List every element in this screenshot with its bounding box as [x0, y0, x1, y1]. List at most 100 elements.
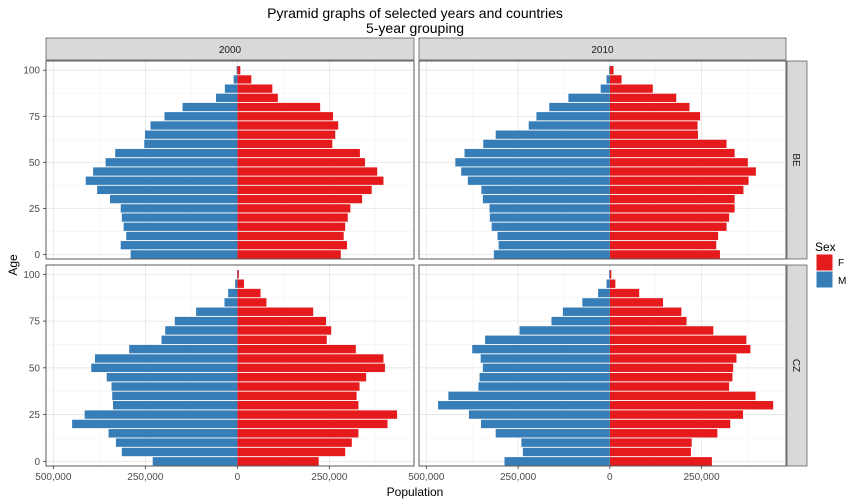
- bar-m-age-55: [464, 148, 610, 158]
- bar-f-age-10: [609, 438, 692, 447]
- y-tick-label: 75: [29, 112, 41, 123]
- bar-m-age-65: [144, 130, 238, 139]
- bar-f-age-35: [609, 185, 744, 195]
- legend-label-f: F: [838, 258, 844, 269]
- y-tick-label: 50: [29, 363, 41, 374]
- bar-f-age-80: [237, 307, 314, 316]
- bar-f-age-20: [609, 213, 730, 222]
- y-tick-label: 25: [29, 204, 41, 215]
- bar-m-age-45: [106, 372, 238, 382]
- chart-title: Pyramid graphs of selected years and cou…: [267, 5, 563, 21]
- bar-m-age-15: [495, 429, 610, 438]
- bar-m-age-100: [236, 66, 238, 75]
- y-tick-label: 0: [34, 250, 40, 261]
- bar-m-age-50: [105, 158, 238, 167]
- bar-m-age-75: [164, 112, 238, 121]
- bar-m-age-20: [121, 213, 238, 222]
- chart-panels: 2000 2010 BE CZ 0 25 50 75 100 0 25 50 75 100 500,000 2…: [23, 37, 808, 483]
- bar-f-age-10: [609, 231, 719, 241]
- bar-f-age-85: [237, 93, 278, 102]
- panel-BE-2010: [418, 60, 787, 260]
- bar-f-age-95: [609, 279, 616, 288]
- bar-f-age-80: [609, 102, 690, 112]
- bar-m-age-95: [606, 279, 610, 288]
- facet-strip-BE: [786, 60, 808, 260]
- bar-f-age-80: [609, 307, 682, 316]
- bar-f-age-25: [237, 410, 398, 419]
- bar-f-age-5: [237, 241, 348, 250]
- bar-f-age-30: [237, 401, 359, 410]
- bar-f-age-95: [609, 75, 622, 84]
- bar-f-age-75: [237, 316, 327, 326]
- bar-m-age-90: [600, 84, 610, 93]
- bar-f-age-75: [609, 316, 687, 326]
- bar-f-age-40: [237, 176, 384, 185]
- bar-f-age-45: [609, 372, 733, 382]
- bar-m-age-20: [489, 213, 610, 222]
- bar-f-age-30: [237, 194, 363, 204]
- legend-label-m: M: [838, 276, 846, 287]
- x-axis-label: Population: [387, 485, 444, 499]
- x-tick-label: 250,000: [500, 472, 537, 483]
- bar-f-age-50: [609, 158, 748, 167]
- bar-m-age-50: [455, 158, 610, 167]
- bar-f-age-100: [609, 66, 614, 75]
- bar-m-age-100: [609, 66, 610, 75]
- bar-f-age-55: [237, 148, 360, 158]
- bar-f-age-65: [237, 335, 327, 344]
- bar-m-age-10: [115, 438, 238, 447]
- bar-m-age-95: [235, 279, 238, 288]
- bar-f-age-50: [609, 363, 734, 373]
- bar-f-age-90: [609, 84, 653, 93]
- bar-f-age-50: [237, 363, 385, 373]
- bar-m-age-30: [112, 401, 238, 410]
- bar-m-age-20: [481, 419, 610, 429]
- bar-m-age-60: [472, 344, 610, 354]
- bar-f-age-65: [237, 130, 336, 139]
- bar-f-age-5: [237, 447, 346, 457]
- bar-m-age-50: [91, 363, 238, 373]
- bar-m-age-90: [228, 288, 238, 298]
- bar-f-age-70: [609, 121, 698, 130]
- bar-f-age-5: [609, 447, 691, 457]
- bar-m-age-65: [495, 130, 610, 139]
- bar-f-age-40: [609, 176, 749, 185]
- bar-f-age-100: [609, 270, 612, 279]
- y-tick-label: 25: [29, 410, 41, 421]
- bar-m-age-35: [97, 185, 238, 195]
- bar-m-age-45: [479, 372, 610, 382]
- bar-m-age-10: [521, 438, 610, 447]
- bar-f-age-10: [237, 438, 352, 447]
- bar-f-age-55: [237, 354, 384, 363]
- bar-m-age-5: [522, 447, 610, 457]
- facet-strip-label-BE: BE: [790, 153, 801, 167]
- bar-m-age-95: [606, 75, 610, 84]
- bar-f-age-15: [237, 429, 359, 438]
- bar-m-age-80: [549, 102, 610, 112]
- bar-f-age-60: [609, 344, 751, 354]
- bar-m-age-40: [478, 382, 610, 391]
- bar-f-age-45: [609, 167, 756, 176]
- x-tick-label: 250,000: [684, 472, 721, 483]
- bar-f-age-25: [609, 410, 744, 419]
- bar-m-age-45: [93, 167, 238, 176]
- bar-m-age-85: [216, 93, 238, 102]
- bar-m-age-25: [489, 204, 610, 213]
- legend-key-f: [815, 253, 834, 272]
- bar-m-age-70: [519, 326, 610, 335]
- facet-strip-2000: [45, 37, 415, 61]
- bar-f-age-85: [609, 93, 677, 102]
- bar-f-age-55: [609, 354, 737, 363]
- bar-f-age-55: [609, 148, 735, 158]
- bar-f-age-80: [237, 102, 321, 112]
- bar-m-age-45: [461, 167, 610, 176]
- bar-f-age-0: [609, 250, 720, 259]
- bar-m-age-75: [536, 112, 610, 121]
- bar-m-age-85: [582, 298, 610, 307]
- facet-strip-2010: [418, 37, 787, 61]
- bar-f-age-50: [237, 158, 366, 167]
- bar-m-age-70: [150, 121, 238, 130]
- bar-f-age-75: [237, 112, 334, 121]
- bar-m-age-0: [504, 457, 610, 466]
